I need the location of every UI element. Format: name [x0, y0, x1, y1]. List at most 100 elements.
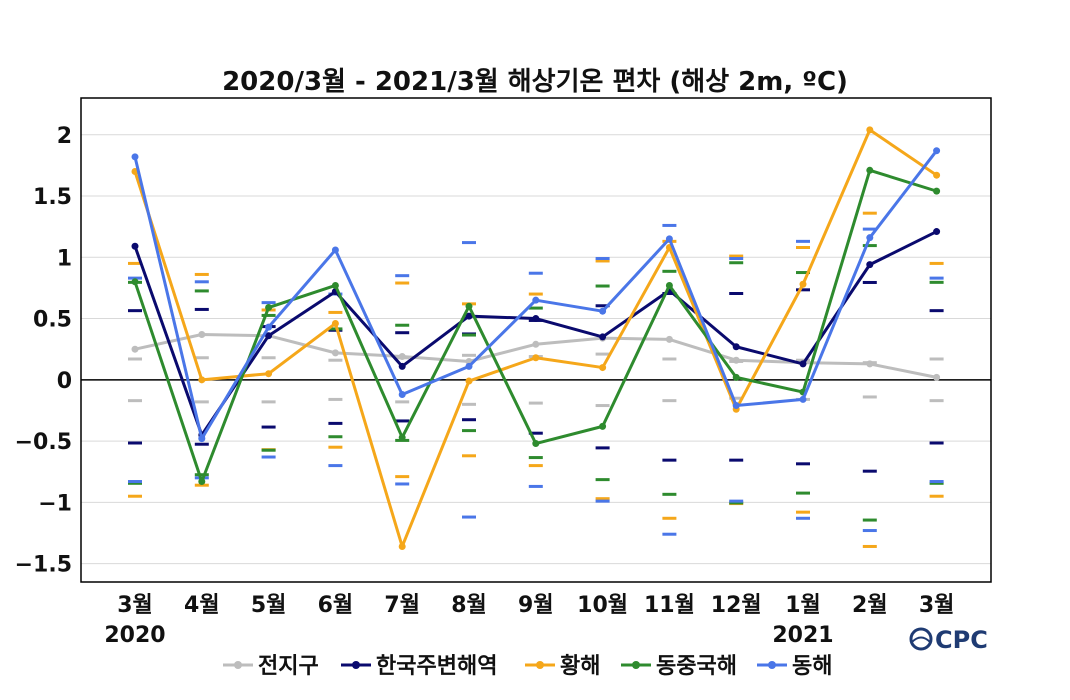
- legend-swatch-marker: [352, 661, 360, 669]
- data-point: [265, 370, 273, 378]
- data-point: [665, 281, 673, 289]
- legend-item: 동중국해: [621, 654, 737, 679]
- data-point: [131, 278, 139, 286]
- x-tick-label: 3월: [919, 593, 955, 618]
- series-lines: [131, 126, 941, 550]
- data-point: [265, 304, 273, 312]
- legend-item: 동해: [757, 654, 832, 679]
- legend-swatch-marker: [768, 661, 776, 669]
- data-point: [398, 391, 406, 399]
- y-tick-label: −1: [38, 491, 72, 516]
- data-point: [665, 335, 673, 343]
- data-point: [198, 330, 206, 338]
- x-tick-label: 8월: [451, 593, 487, 618]
- legend-swatch-marker: [234, 661, 242, 669]
- legend-item: 황해: [525, 654, 600, 679]
- legend-label: 전지구: [258, 654, 319, 679]
- data-point: [465, 362, 473, 370]
- x-tick-label: 10월: [577, 593, 628, 618]
- legend-label: 황해: [560, 654, 600, 679]
- data-point: [599, 364, 607, 372]
- x-tick-label: 9월: [518, 593, 554, 618]
- data-point: [599, 333, 607, 341]
- data-point: [331, 246, 339, 254]
- data-point: [933, 228, 941, 236]
- data-point: [933, 171, 941, 179]
- y-axis-ticks: 2 1.5 1 0.5 0 −0.5 −1 −1.5: [15, 124, 72, 578]
- series-line: [133, 168, 938, 484]
- year-label: 2021: [772, 623, 833, 648]
- data-point: [933, 373, 941, 381]
- data-point: [331, 281, 339, 289]
- data-point: [198, 478, 206, 486]
- data-point: [465, 312, 473, 320]
- x-tick-label: 12월: [711, 593, 762, 618]
- data-point: [866, 261, 874, 269]
- data-point: [465, 302, 473, 310]
- data-point: [265, 332, 273, 340]
- x-axis-ticks: 3월 4월 5월 6월 7월 8월 9월 10월 11월 12월 1월 2월 3월 2020 2021: [104, 593, 954, 648]
- data-point: [131, 242, 139, 250]
- legend-swatch-marker: [536, 661, 544, 669]
- data-point: [933, 187, 941, 195]
- x-tick-label: 7월: [384, 593, 420, 618]
- series-group: [131, 147, 941, 443]
- x-tick-label: 4월: [184, 593, 220, 618]
- data-point: [532, 354, 540, 362]
- band-group: [128, 244, 944, 522]
- data-point: [799, 360, 807, 368]
- data-point: [398, 542, 406, 550]
- plot-area-frame: [80, 97, 992, 583]
- cpc-logo: CPC: [909, 626, 988, 654]
- data-point: [799, 280, 807, 288]
- x-tick-label: 5월: [251, 593, 287, 618]
- legend-item: 전지구: [223, 654, 319, 679]
- legend-label: 동중국해: [656, 654, 737, 679]
- data-point: [599, 307, 607, 315]
- y-tick-label: 0: [57, 369, 72, 394]
- data-point: [532, 315, 540, 323]
- data-point: [665, 235, 673, 243]
- x-tick-label: 1월: [785, 593, 821, 618]
- data-point: [532, 340, 540, 348]
- legend-swatch-marker: [632, 661, 640, 669]
- data-point: [331, 349, 339, 357]
- series-group: [131, 166, 941, 486]
- data-point: [866, 234, 874, 242]
- x-tick-label: 2월: [852, 593, 888, 618]
- data-point: [799, 395, 807, 403]
- noaa-globe-icon: [909, 627, 933, 651]
- band-group: [128, 211, 944, 548]
- data-point: [131, 345, 139, 353]
- series-group: [131, 126, 941, 550]
- data-point: [398, 433, 406, 441]
- data-point: [532, 296, 540, 304]
- data-point: [866, 360, 874, 368]
- x-tick-label: 6월: [318, 593, 354, 618]
- x-tick-label: 3월: [117, 593, 153, 618]
- data-point: [732, 343, 740, 351]
- legend-label: 한국주변해역: [376, 654, 497, 679]
- data-point: [198, 376, 206, 384]
- x-tick-label: 11월: [644, 593, 695, 618]
- data-point: [732, 373, 740, 381]
- y-tick-label: −0.5: [15, 430, 72, 455]
- data-point: [398, 362, 406, 370]
- y-tick-label: 1.5: [33, 185, 72, 210]
- data-point: [866, 166, 874, 174]
- legend: 전지구 한국주변해역 황해 동중국해 동해: [223, 654, 832, 679]
- y-tick-label: 1: [57, 246, 72, 271]
- band-group: [128, 223, 944, 536]
- grid-lines: [81, 134, 991, 565]
- legend-label: 동해: [792, 654, 832, 679]
- data-point: [198, 435, 206, 443]
- data-point: [532, 440, 540, 448]
- data-point: [265, 323, 273, 331]
- chart-title: 2020/3월 - 2021/3월 해상기온 편차 (해상 2m, ºC): [222, 67, 848, 97]
- data-point: [599, 422, 607, 430]
- y-tick-label: 2: [57, 124, 72, 149]
- data-point: [131, 153, 139, 161]
- data-point: [331, 319, 339, 327]
- cpc-logo-text: CPC: [935, 626, 988, 654]
- y-tick-label: 0.5: [33, 308, 72, 333]
